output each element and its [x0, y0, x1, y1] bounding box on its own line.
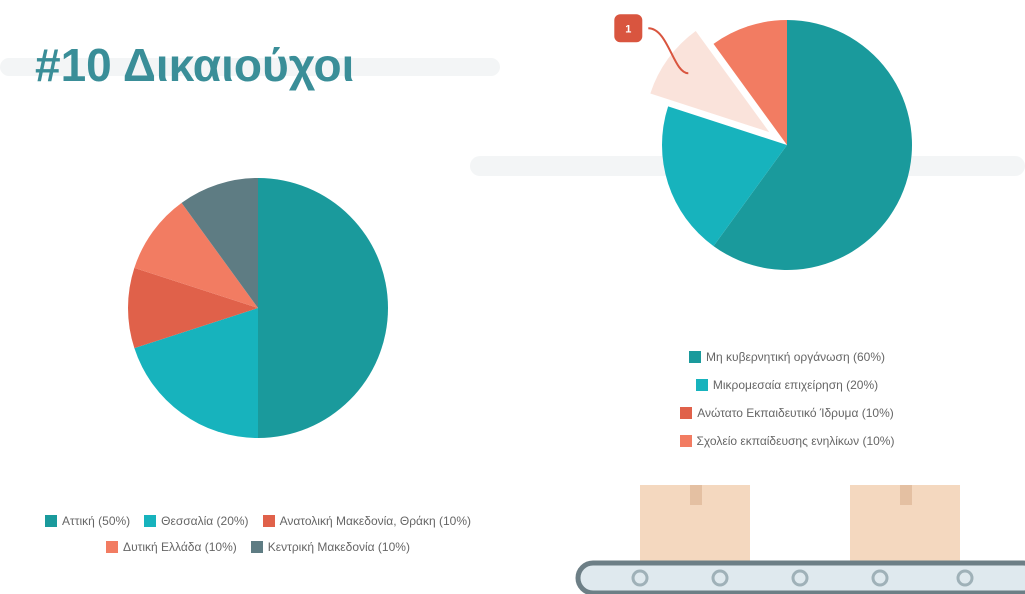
- legend-item: Αττική (50%): [45, 514, 130, 528]
- legend-label: Ανώτατο Εκπαιδευτικό Ίδρυμα (10%): [697, 406, 894, 420]
- legend-label: Αττική (50%): [62, 514, 131, 528]
- legend-item: Ανώτατο Εκπαιδευτικό Ίδρυμα (10%): [680, 403, 894, 423]
- legend-item: Σχολείο εκπαίδευσης ενηλίκων (10%): [679, 431, 895, 451]
- tooltip-pointer: [648, 27, 689, 75]
- pie-slice: [134, 202, 258, 308]
- legend: Αττική (50%) Θεσσαλία (20%) Ανατολική Μακε…: [28, 508, 488, 560]
- legend-label: Δυτική Ελλάδα (10%): [123, 540, 237, 554]
- legend-label: Κεντρική Μακεδονία (10%): [267, 540, 410, 554]
- tooltip-text: 1: [625, 23, 631, 35]
- legend-label: Ανατολική Μακεδονία, Θράκη (10%): [279, 514, 471, 528]
- pie-slice: [662, 106, 787, 247]
- legend-item: Ανατολική Μακεδονία, Θράκη (10%): [262, 514, 471, 528]
- legend-swatch: [106, 541, 119, 553]
- tooltip: [614, 14, 643, 43]
- legend-item: Θεσσαλία (20%): [144, 514, 249, 528]
- pie-slice: [713, 20, 787, 145]
- rail: [0, 58, 500, 76]
- legend-label: Μικρομεσαία επιχείρηση (20%): [712, 378, 879, 392]
- pie-slice: [258, 178, 388, 438]
- pie-slice: [127, 267, 258, 349]
- legend-label: Σχολείο εκπαίδευσης ενηλίκων (10%): [696, 434, 895, 448]
- legend-swatch: [144, 515, 157, 527]
- legend-label: Μη κυβερνητική οργάνωση (60%): [706, 350, 885, 364]
- pie-slice: [650, 30, 770, 133]
- legend-swatch: [680, 407, 693, 419]
- legend-swatch: [679, 435, 692, 447]
- legend-item: Μικρομεσαία επιχείρηση (20%): [695, 375, 879, 395]
- legend-swatch: [695, 379, 708, 391]
- legend-item: Κεντρική Μακεδονία (10%): [250, 540, 410, 554]
- legend-item: Δυτική Ελλάδα (10%): [106, 540, 237, 554]
- legend: Μη κυβερνητική οργάνωση (60%) Μικρομεσαία…: [587, 343, 987, 455]
- title: #10 Δικαιούχοι: [35, 39, 355, 91]
- pie-slice: [134, 308, 258, 438]
- pie-slice: [713, 20, 912, 270]
- legend-label: Θεσσαλία (20%): [161, 514, 249, 528]
- legend-swatch: [689, 351, 702, 363]
- legend-item: Μη κυβερνητική οργάνωση (60%): [689, 347, 885, 367]
- legend-swatch: [262, 515, 275, 527]
- legend-swatch: [45, 515, 57, 527]
- pie-slice: [181, 178, 258, 308]
- box-tape: [900, 485, 912, 505]
- legend-swatch: [250, 541, 263, 553]
- box-tape: [690, 485, 702, 505]
- rollers: [631, 569, 974, 587]
